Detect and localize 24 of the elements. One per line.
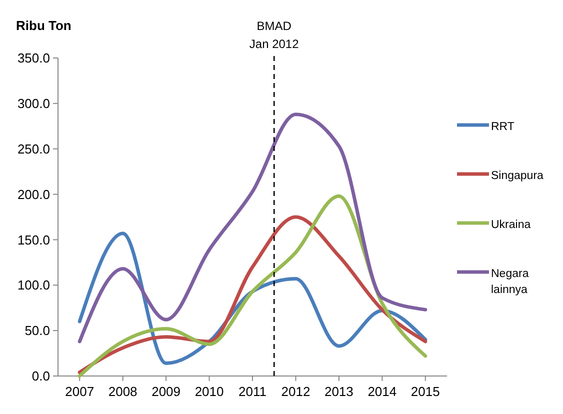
x-tick-label: 2012	[281, 384, 310, 399]
x-tick-label: 2013	[324, 384, 354, 399]
y-axis-title: Ribu Ton	[16, 18, 72, 33]
y-tick-label: 250.0	[17, 141, 50, 156]
y-tick-label: 350.0	[17, 50, 50, 66]
x-tick-label: 2009	[152, 384, 181, 399]
x-tick-label: 2008	[108, 384, 138, 399]
line-series	[78, 112, 428, 344]
x-tick-label: 2015	[410, 384, 440, 399]
y-tick-label: 50.0	[24, 323, 50, 338]
legend-label: Singapura	[491, 170, 544, 182]
legend-label: RRT	[491, 121, 514, 133]
legend-label: Ukraina	[491, 219, 532, 231]
legend-label: Negara lainnya	[491, 268, 530, 296]
x-tick-label: 2007	[65, 384, 94, 399]
x-tick-label: 2014	[368, 384, 397, 399]
y-tick-label: 100.0	[17, 278, 50, 293]
y-tick-label: 200.0	[17, 186, 50, 202]
x-tick-label: 2010	[194, 384, 224, 399]
y-tick-label: 300.0	[17, 96, 50, 111]
y-tick-label: 150.0	[17, 232, 50, 248]
x-tick-label: 2011	[238, 384, 266, 399]
y-tick-label: 0.0	[32, 368, 50, 384]
ref-line-label: BMAD Jan 2012	[249, 19, 300, 51]
